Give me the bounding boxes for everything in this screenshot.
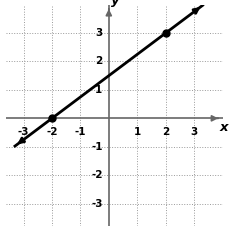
Text: x: x: [220, 121, 228, 134]
Text: 1: 1: [95, 85, 103, 95]
Text: -2: -2: [91, 170, 103, 180]
Text: -3: -3: [18, 128, 29, 137]
Text: -1: -1: [75, 128, 86, 137]
Text: 3: 3: [191, 128, 198, 137]
Text: 3: 3: [95, 28, 103, 38]
Text: y: y: [111, 0, 119, 7]
Text: 2: 2: [95, 57, 103, 67]
Text: 2: 2: [162, 128, 169, 137]
Text: 1: 1: [134, 128, 141, 137]
Text: -3: -3: [91, 199, 103, 209]
Text: -2: -2: [46, 128, 58, 137]
Text: -1: -1: [91, 142, 103, 152]
